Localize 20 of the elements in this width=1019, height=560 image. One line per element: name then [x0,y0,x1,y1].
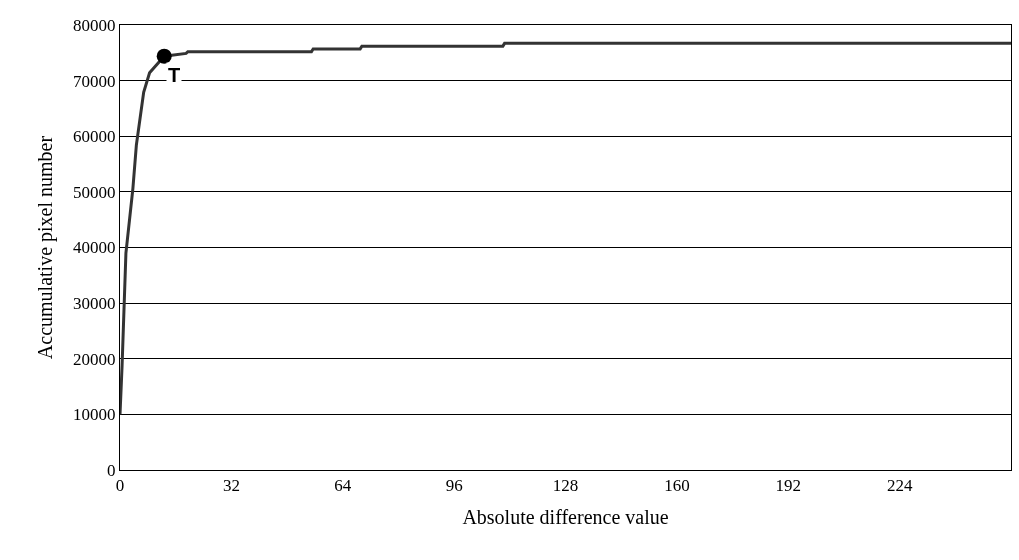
y-tick-label: 10000 [73,405,116,425]
x-tick-label: 96 [445,476,463,496]
x-tick-label: 64 [334,476,352,496]
y-tick-label: 60000 [73,127,116,147]
y-axis-title: Accumulative pixel number [33,135,57,360]
line-series [120,41,1011,416]
x-tick-label: 32 [222,476,240,496]
y-tick-label: 30000 [73,294,116,314]
y-tick-label: 50000 [73,182,116,202]
y-tick-label: 40000 [73,238,116,258]
x-tick-label: 192 [775,476,801,496]
y-tick-label: 20000 [73,349,116,369]
x-axis-title: Absolute difference value [462,505,669,528]
x-tick-label: 224 [886,476,913,496]
y-tick-label: 70000 [73,71,116,91]
y-tick-label: 0 [107,460,116,480]
x-tick-label: 128 [552,476,579,496]
x-tick-label: 160 [664,476,690,496]
y-tick-label: 80000 [73,15,116,35]
annotation: T [168,64,181,86]
